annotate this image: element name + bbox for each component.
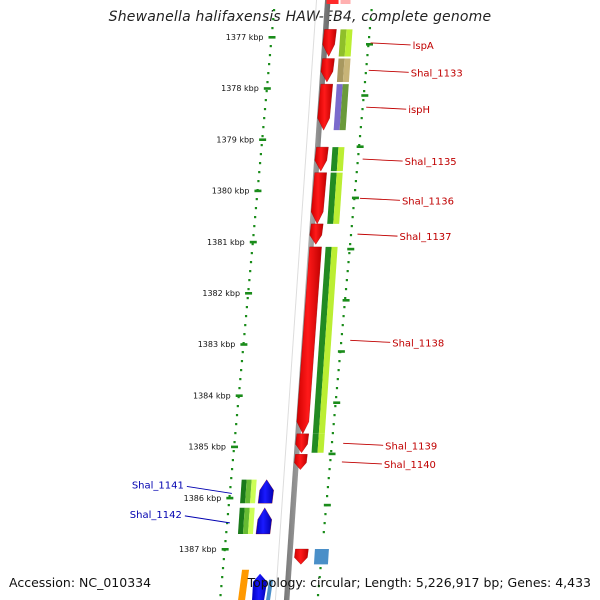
partial-gene-top bbox=[326, 0, 339, 4]
map-title: Shewanella halifaxensis HAW-EB4, complet… bbox=[108, 9, 492, 25]
gene-label-reverse: Shal_1142 bbox=[130, 510, 230, 524]
gene-label-forward: Shal_1133 bbox=[368, 68, 463, 79]
kbp-label: 1382 kbp bbox=[202, 289, 240, 298]
kbp-tick: 1379 kbp bbox=[216, 135, 364, 148]
ruler-dots-right bbox=[316, 9, 373, 597]
cog-bar bbox=[247, 507, 255, 534]
gene-name: Shal_1136 bbox=[402, 196, 454, 207]
partial-gene[interactable] bbox=[294, 548, 309, 565]
cog-bar bbox=[336, 147, 345, 172]
partial-gene bbox=[252, 573, 268, 600]
forward-gene-arrow[interactable] bbox=[314, 146, 329, 172]
gene-name: Shal_1140 bbox=[384, 460, 436, 471]
cog-bar bbox=[339, 84, 349, 131]
cog-bar bbox=[242, 507, 250, 534]
kbp-tick: 1383 kbp bbox=[198, 340, 345, 353]
gene-name: Shal_1137 bbox=[399, 232, 451, 243]
cog-bar bbox=[240, 479, 247, 504]
reverse-gene-arrow[interactable] bbox=[257, 479, 274, 504]
gene-label-forward: ispH bbox=[366, 105, 430, 116]
gene-name: Shal_1141 bbox=[132, 480, 184, 491]
kbp-label: 1386 kbp bbox=[184, 494, 222, 503]
cog-bar bbox=[312, 246, 332, 434]
kbp-ticks: 1377 kbp 1378 kbp 1379 kbp 1380 kbp 1381 kbp… bbox=[179, 33, 373, 558]
gene-label-forward: Shal_1137 bbox=[357, 232, 452, 243]
kbp-tick: 1380 kbp bbox=[212, 187, 359, 200]
cog-bar bbox=[330, 147, 339, 172]
forward-gene-arrow[interactable] bbox=[311, 172, 327, 225]
kbp-tick: 1377 kbp bbox=[226, 33, 373, 46]
kbp-tick: 1382 kbp bbox=[202, 289, 350, 302]
gene-labels: lspA Shal_1133 ispH Shal_1135 Shal_1136 Shal_… bbox=[130, 41, 463, 524]
kbp-label: 1381 kbp bbox=[207, 238, 245, 247]
gene-label-forward: Shal_1135 bbox=[362, 157, 457, 168]
gene-name: Shal_1139 bbox=[385, 441, 437, 452]
reverse-gene-arrow[interactable] bbox=[255, 507, 272, 535]
accession-text: Accession: NC_010334 bbox=[9, 575, 152, 590]
gene-name: Shal_1133 bbox=[411, 68, 463, 79]
forward-genes bbox=[294, 29, 337, 470]
forward-gene-arrow[interactable] bbox=[296, 246, 322, 435]
kbp-label: 1379 kbp bbox=[216, 135, 254, 144]
forward-gene-arrow[interactable] bbox=[294, 454, 308, 470]
partial-gene bbox=[313, 549, 329, 565]
cog-bar bbox=[245, 479, 252, 504]
gene-label-forward: Shal_1136 bbox=[359, 196, 454, 207]
gene-label-reverse: Shal_1141 bbox=[132, 480, 232, 494]
kbp-tick: 1381 kbp bbox=[207, 238, 355, 251]
gene-name: Shal_1142 bbox=[130, 510, 182, 521]
reverse-genes bbox=[255, 479, 274, 535]
gene-name: Shal_1138 bbox=[392, 338, 444, 349]
kbp-label: 1383 kbp bbox=[198, 340, 236, 349]
kbp-label: 1387 kbp bbox=[179, 545, 217, 554]
kbp-tick: 1385 kbp bbox=[188, 443, 336, 456]
forward-gene-arrow[interactable] bbox=[309, 223, 324, 245]
cog-bar bbox=[250, 479, 257, 504]
cog-bar bbox=[317, 433, 325, 453]
kbp-label: 1377 kbp bbox=[226, 33, 264, 42]
forward-gene-arrow[interactable] bbox=[322, 29, 337, 57]
forward-gene-arrow[interactable] bbox=[320, 58, 335, 83]
kbp-label: 1384 kbp bbox=[193, 391, 231, 400]
cog-bar bbox=[327, 172, 337, 224]
partial-gene bbox=[266, 579, 274, 600]
kbp-label: 1378 kbp bbox=[221, 84, 259, 93]
cog-bar bbox=[336, 58, 345, 83]
kbp-tick: 1384 kbp bbox=[193, 391, 341, 404]
cog-bar bbox=[318, 246, 338, 434]
gene-name: Shal_1135 bbox=[405, 157, 457, 168]
gene-name: ispH bbox=[408, 105, 430, 116]
cog-bars bbox=[237, 29, 353, 534]
partial-features bbox=[238, 0, 351, 600]
gene-name: lspA bbox=[413, 41, 434, 52]
cog-bar bbox=[311, 433, 319, 453]
partial-gene-top bbox=[340, 0, 351, 4]
gene-label-forward: Shal_1139 bbox=[343, 441, 437, 452]
kbp-tick: 1386 kbp bbox=[184, 494, 331, 507]
partial-gene bbox=[238, 569, 250, 600]
kbp-tick: 1378 kbp bbox=[221, 84, 369, 97]
gene-label-forward: Shal_1140 bbox=[341, 460, 436, 471]
cog-bar bbox=[338, 29, 347, 57]
topology-summary: Topology: circular; Length: 5,226,917 bp… bbox=[247, 575, 591, 590]
kbp-label: 1380 kbp bbox=[212, 187, 250, 196]
cog-bar bbox=[344, 29, 353, 57]
cog-bar bbox=[237, 507, 245, 534]
gene-label-forward: Shal_1138 bbox=[350, 338, 444, 349]
cog-bar bbox=[333, 172, 343, 224]
forward-gene-arrow[interactable] bbox=[295, 433, 309, 454]
cog-bar bbox=[342, 58, 351, 83]
cog-bar bbox=[333, 84, 343, 131]
gene-label-forward: lspA bbox=[370, 41, 434, 52]
kbp-label: 1385 kbp bbox=[188, 443, 226, 452]
forward-gene-arrow[interactable] bbox=[317, 83, 333, 131]
